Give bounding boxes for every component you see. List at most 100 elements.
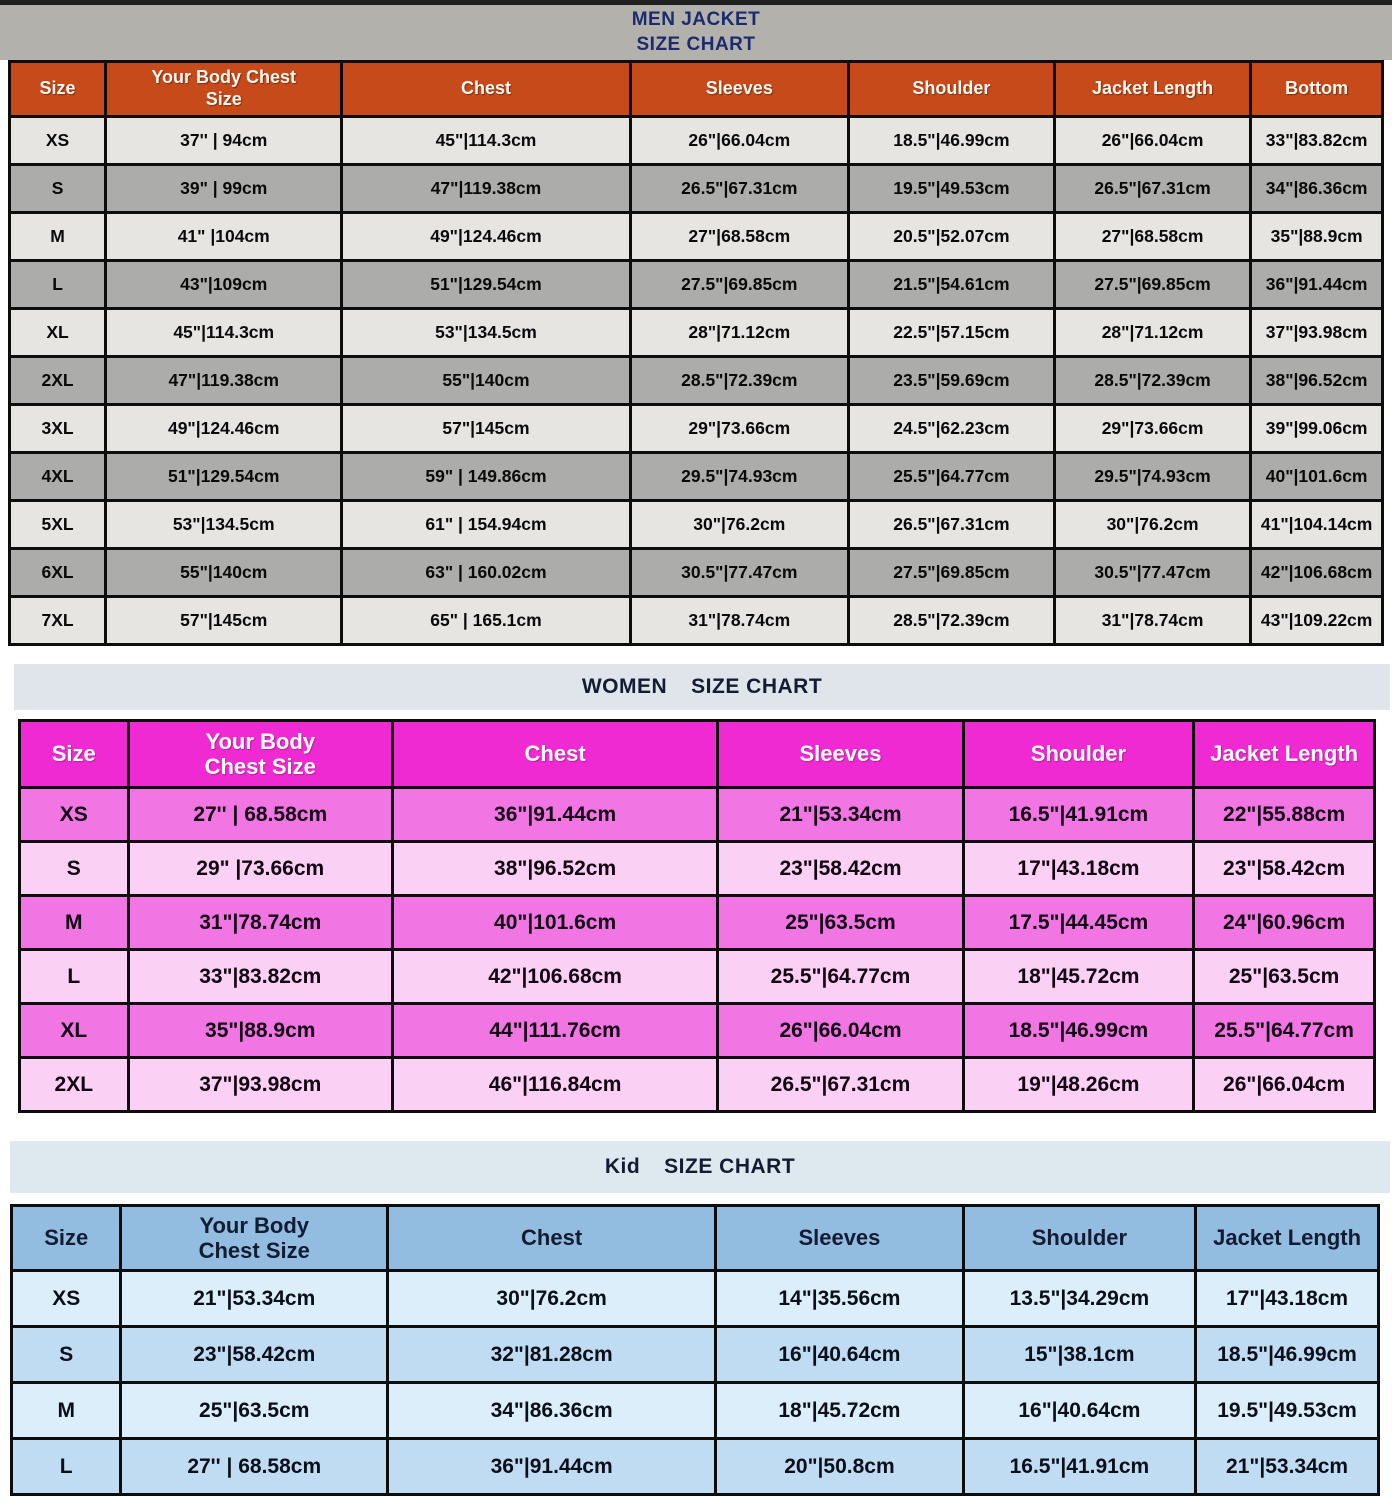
kid-table-header: Size Your Body Chest Size Chest Sleeves Shou… xyxy=(9,1204,1380,1272)
size-label: 4XL xyxy=(7,451,108,502)
size-label: 2XL xyxy=(18,1056,130,1113)
measurement-cell: 53"|134.5cm xyxy=(104,499,344,550)
measurement-cell: 21.5"|54.61cm xyxy=(846,259,1056,310)
men-size-table: Size Your Body Chest Size Chest Sleeves Shou… xyxy=(7,60,1384,646)
measurement-cell: 33"|83.82cm xyxy=(1249,115,1384,166)
column-header-size: Size xyxy=(9,1204,123,1272)
measurement-cell: 43"|109cm xyxy=(104,259,344,310)
column-header-chest: Chest xyxy=(390,719,720,789)
size-row-2xl: 2XL 37"|93.98cm 46"|116.84cm 26.5"|67.31cm 1… xyxy=(18,1056,1376,1113)
kid-size-table: Size Your Body Chest Size Chest Sleeves Shou… xyxy=(9,1204,1380,1496)
size-row-6xl: 6XL 55"|140cm 63" | 160.02cm 30.5"|77.47cm 2… xyxy=(7,547,1384,598)
measurement-cell: 15"|38.1cm xyxy=(961,1325,1198,1384)
size-label: XS xyxy=(18,786,130,843)
men-table-header: Size Your Body Chest Size Chest Sleeves Shou… xyxy=(7,60,1384,118)
measurement-cell: 36"|91.44cm xyxy=(390,786,720,843)
measurement-cell: 21"|53.34cm xyxy=(119,1269,390,1328)
measurement-cell: 41" |104cm xyxy=(104,211,344,262)
column-header-shoulder: Shoulder xyxy=(961,1204,1198,1272)
measurement-cell: 65" | 165.1cm xyxy=(340,595,632,646)
size-label: S xyxy=(18,840,130,897)
measurement-cell: 26.5"|67.31cm xyxy=(628,163,850,214)
measurement-cell: 51"|129.54cm xyxy=(104,451,344,502)
measurement-cell: 27.5"|69.85cm xyxy=(628,259,850,310)
measurement-cell: 49"|124.46cm xyxy=(104,403,344,454)
measurement-cell: 26"|66.04cm xyxy=(628,115,850,166)
measurement-cell: 38"|96.52cm xyxy=(390,840,720,897)
measurement-cell: 29"|73.66cm xyxy=(1052,403,1253,454)
size-row-4xl: 4XL 51"|129.54cm 59" | 149.86cm 29.5"|74.93… xyxy=(7,451,1384,502)
column-header-chest: Chest xyxy=(340,60,632,118)
kid-chart-title-prefix: Kid xyxy=(604,1155,641,1178)
measurement-cell: 29"|73.66cm xyxy=(628,403,850,454)
measurement-cell: 18"|45.72cm xyxy=(961,948,1196,1005)
measurement-cell: 14"|35.56cm xyxy=(714,1269,965,1328)
kid-chart-title-band: Kid SIZE CHART xyxy=(10,1141,1390,1193)
column-header-size: Size xyxy=(7,60,108,118)
women-table-header: Size Your Body Chest Size Chest Sleeves Shou… xyxy=(18,719,1376,789)
measurement-cell: 19.5"|49.53cm xyxy=(846,163,1056,214)
measurement-cell: 37"|93.98cm xyxy=(126,1056,394,1113)
size-row-xl: XL 45"|114.3cm 53"|134.5cm 28"|71.12cm 22.5"… xyxy=(7,307,1384,358)
column-header-jacket-length: Jacket Length xyxy=(1052,60,1253,118)
size-row-3xl: 3XL 49"|124.46cm 57"|145cm 29"|73.66cm 24.5"… xyxy=(7,403,1384,454)
size-row-xl: XL 35"|88.9cm 44"|111.76cm 26"|66.04cm 18.5"… xyxy=(18,1002,1376,1059)
measurement-cell: 23.5"|59.69cm xyxy=(846,355,1056,406)
size-label: XS xyxy=(7,115,108,166)
men-chart-title-line1: MEN JACKET xyxy=(631,9,761,31)
size-label: XS xyxy=(9,1269,123,1328)
measurement-cell: 25.5"|64.77cm xyxy=(1192,1002,1376,1059)
size-label: 5XL xyxy=(7,499,108,550)
size-row-l: L 27'' | 68.58cm 36"|91.44cm 20"|50.8cm 16.5… xyxy=(9,1437,1380,1496)
size-row-s: S 29" |73.66cm 38"|96.52cm 23"|58.42cm 17"|4… xyxy=(18,840,1376,897)
measurement-cell: 28"|71.12cm xyxy=(1052,307,1253,358)
measurement-cell: 20"|50.8cm xyxy=(714,1437,965,1496)
measurement-cell: 29.5"|74.93cm xyxy=(1052,451,1253,502)
measurement-cell: 57"|145cm xyxy=(340,403,632,454)
measurement-cell: 26"|66.04cm xyxy=(716,1002,965,1059)
measurement-cell: 28.5"|72.39cm xyxy=(628,355,850,406)
size-label: L xyxy=(18,948,130,1005)
measurement-cell: 34"|86.36cm xyxy=(386,1381,718,1440)
men-table-body: XS 37'' | 94cm 45"|114.3cm 26"|66.04cm 18.5"… xyxy=(7,115,1384,646)
size-label: S xyxy=(9,1325,123,1384)
measurement-cell: 36"|91.44cm xyxy=(386,1437,718,1496)
size-row-5xl: 5XL 53"|134.5cm 61" | 154.94cm 30"|76.2cm 26… xyxy=(7,499,1384,550)
women-size-table: Size Your Body Chest Size Chest Sleeves Shou… xyxy=(18,719,1376,1113)
measurement-cell: 42"|106.68cm xyxy=(390,948,720,1005)
measurement-cell: 30"|76.2cm xyxy=(386,1269,718,1328)
measurement-cell: 16"|40.64cm xyxy=(714,1325,965,1384)
measurement-cell: 19.5"|49.53cm xyxy=(1194,1381,1380,1440)
measurement-cell: 27"|68.58cm xyxy=(628,211,850,262)
measurement-cell: 18.5"|46.99cm xyxy=(846,115,1056,166)
measurement-cell: 51"|129.54cm xyxy=(340,259,632,310)
size-row-7xl: 7XL 57"|145cm 65" | 165.1cm 31"|78.74cm 28.5… xyxy=(7,595,1384,646)
measurement-cell: 30"|76.2cm xyxy=(1052,499,1253,550)
size-row-xs: XS 21"|53.34cm 30"|76.2cm 14"|35.56cm 13.5"|… xyxy=(9,1269,1380,1328)
measurement-cell: 29" |73.66cm xyxy=(126,840,394,897)
measurement-cell: 37'' | 94cm xyxy=(104,115,344,166)
size-label: XL xyxy=(18,1002,130,1059)
measurement-cell: 23"|58.42cm xyxy=(716,840,965,897)
size-row-2xl: 2XL 47"|119.38cm 55"|140cm 28.5"|72.39cm 23.… xyxy=(7,355,1384,406)
measurement-cell: 25"|63.5cm xyxy=(119,1381,390,1440)
measurement-cell: 17"|43.18cm xyxy=(961,840,1196,897)
measurement-cell: 39" | 99cm xyxy=(104,163,344,214)
measurement-cell: 45"|114.3cm xyxy=(104,307,344,358)
size-label: 6XL xyxy=(7,547,108,598)
measurement-cell: 40"|101.6cm xyxy=(390,894,720,951)
measurement-cell: 41"|104.14cm xyxy=(1249,499,1384,550)
measurement-cell: 27.5"|69.85cm xyxy=(846,547,1056,598)
size-row-xs: XS 37'' | 94cm 45"|114.3cm 26"|66.04cm 18.5"… xyxy=(7,115,1384,166)
measurement-cell: 61" | 154.94cm xyxy=(340,499,632,550)
column-header-sleeves: Sleeves xyxy=(716,719,965,789)
measurement-cell: 28"|71.12cm xyxy=(628,307,850,358)
measurement-cell: 40"|101.6cm xyxy=(1249,451,1384,502)
measurement-cell: 23"|58.42cm xyxy=(1192,840,1376,897)
measurement-cell: 35"|88.9cm xyxy=(126,1002,394,1059)
column-header-jacket-length: Jacket Length xyxy=(1192,719,1376,789)
measurement-cell: 59" | 149.86cm xyxy=(340,451,632,502)
measurement-cell: 29.5"|74.93cm xyxy=(628,451,850,502)
size-row-l: L 43"|109cm 51"|129.54cm 27.5"|69.85cm 21.5"… xyxy=(7,259,1384,310)
column-header-jacket-length: Jacket Length xyxy=(1194,1204,1380,1272)
